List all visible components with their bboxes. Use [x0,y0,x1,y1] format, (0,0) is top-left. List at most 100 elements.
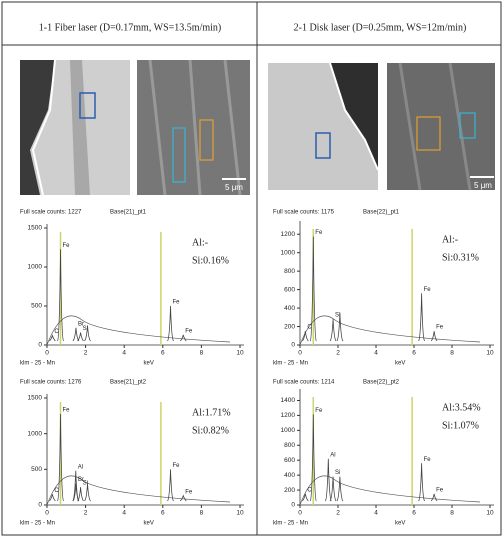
y-tick-label: 1200 [281,412,296,419]
x-axis-label: keV [144,361,154,367]
full-scale: Full scale counts: 1175 [273,210,335,216]
y-tick-label: 0 [38,342,42,349]
sample-name: Base(22)_pt2 [363,380,400,386]
footer: klm - 25 - Mn [20,361,55,367]
y-tick-label: 1200 [281,231,296,238]
x-tick-label: 10 [486,510,494,517]
scale-bar: 5 μm [225,183,243,192]
x-tick-label: 2 [336,350,340,357]
x-tick-label: 0 [298,510,302,517]
y-tick-label: 1000 [28,264,43,271]
x-tick-label: 2 [84,350,88,357]
axis [299,221,494,346]
x-axis-label: keV [395,361,405,367]
x-tick-label: 8 [450,350,454,357]
peak-label: Fe [436,325,444,331]
x-tick-label: 10 [236,510,244,517]
footer: klm - 25 - Mn [273,361,308,367]
y-tick-label: 200 [284,323,295,330]
peak-label: Fe [63,243,71,249]
y-tick-label: 1000 [281,427,296,434]
peak [336,476,344,502]
column-heading: 2-1 Disk laser (D=0.25mm, WS=12m/min) [294,22,467,33]
annotation: Si:1.07% [442,420,479,431]
x-tick-label: 6 [161,510,165,517]
peak-label: Si [335,470,340,476]
background [46,315,231,346]
peak [77,332,84,342]
peak [329,319,337,342]
full-scale: Full scale counts: 1227 [20,210,82,216]
peak [302,493,309,502]
peak [309,414,317,502]
peak-label: Br [78,477,84,483]
sem-image [268,62,379,190]
annotation: Si:0.31% [442,252,479,263]
footer: klm - 25 - Mn [20,521,55,527]
peak [72,483,80,502]
x-tick-label: 2 [84,510,88,517]
y-tick-label: 1500 [28,395,43,402]
footer: klm - 25 - Mn [273,521,308,527]
peak [167,305,174,342]
peak [72,327,80,342]
y-tick-label: 0 [291,502,295,509]
x-tick-label: 4 [122,350,126,357]
y-tick-label: 500 [31,303,42,310]
peak-label: Fe [185,328,193,334]
x-tick-label: 4 [122,510,126,517]
x-tick-label: 0 [298,350,302,357]
peak-label: Al [78,464,83,470]
x-tick-label: 6 [412,510,416,517]
peak [84,325,91,342]
x-tick-label: 6 [412,350,416,357]
x-tick-label: 4 [374,510,378,517]
peak-label: Si [83,326,88,332]
peak [324,458,332,502]
full-scale: Full scale counts: 1276 [20,380,82,386]
y-tick-label: 600 [284,286,295,293]
peak-label: Fe [424,287,432,293]
sample-name: Base(21)_pt1 [110,210,147,216]
column-heading: 1-1 Fiber laser (D=0.17mm, WS=13.5m/min) [39,22,221,33]
y-tick-label: 0 [38,502,42,509]
background [46,475,231,506]
annotation: Al:3.54% [442,402,481,413]
annotation: Al:1.71% [192,407,231,418]
peak-label: Fe [173,463,181,469]
peak-label: C [54,329,59,335]
peak [430,331,438,342]
peak [49,334,56,342]
annotation: Si:0.82% [192,425,229,436]
peak [57,413,64,502]
peak [309,236,317,342]
peak [179,334,187,342]
axis [46,224,244,346]
peak [418,463,425,502]
y-tick-label: 200 [284,487,295,494]
peak-label: Si [83,481,88,487]
y-tick-label: 1400 [281,397,296,404]
peak [418,293,425,342]
peak-label: Br [78,321,84,327]
x-tick-label: 10 [236,350,244,357]
peak [57,249,64,342]
peak [336,312,344,342]
x-axis-label: keV [395,521,405,527]
x-tick-label: 6 [161,350,165,357]
x-tick-label: 8 [200,350,204,357]
annotation: Al:- [442,234,458,245]
sem-image [20,59,130,196]
peak [302,331,309,342]
peak-label: C [307,487,312,493]
x-tick-label: 0 [45,350,49,357]
y-tick-label: 1500 [28,225,43,232]
x-tick-label: 4 [374,350,378,357]
y-tick-label: 400 [284,472,295,479]
annotation: Al:- [192,237,208,248]
peak-label: Si [335,313,340,319]
sem-image: 5 μm [387,62,495,191]
x-tick-label: 2 [336,510,340,517]
